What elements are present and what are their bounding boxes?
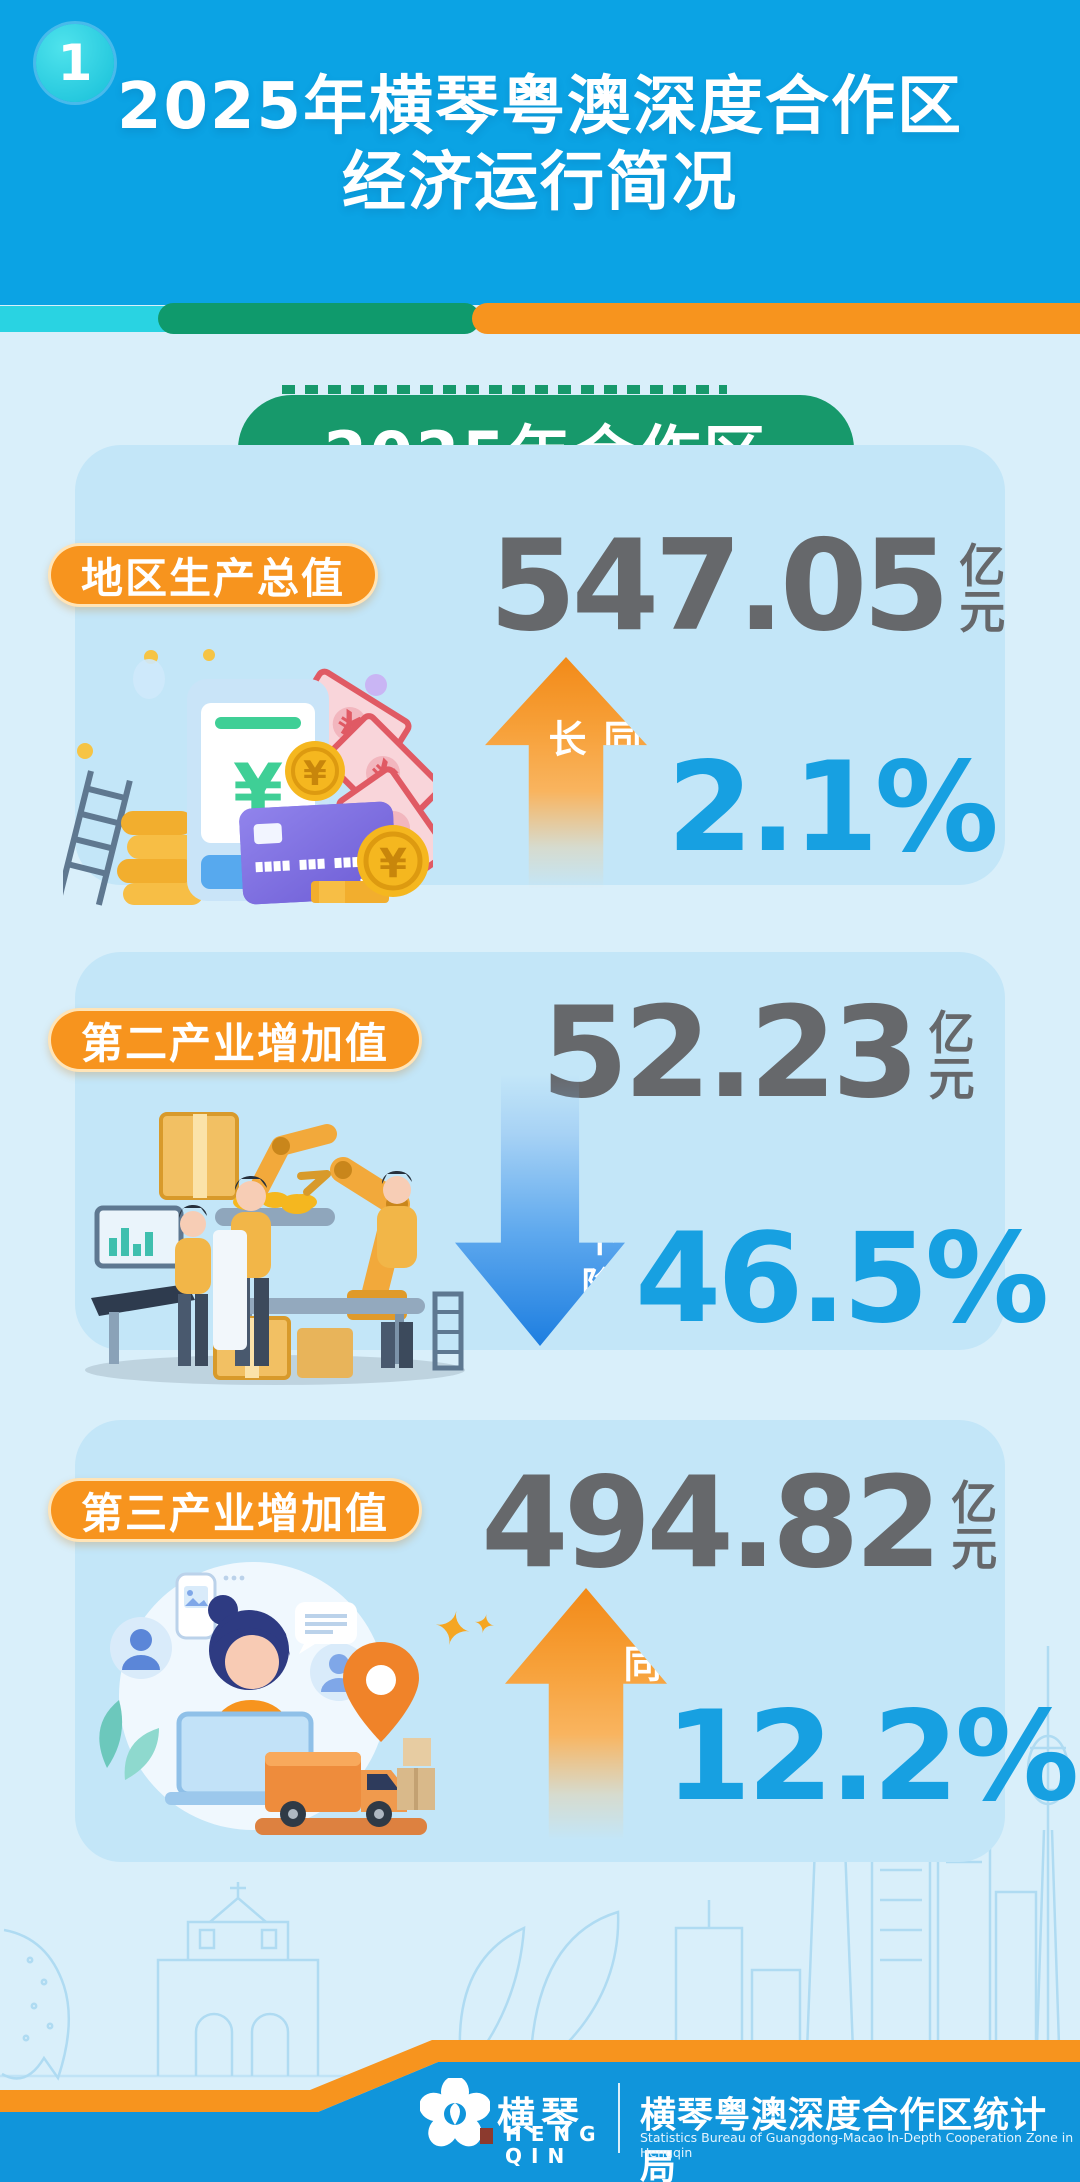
hengqin-logo-en-line2: QIN — [505, 2144, 574, 2168]
change-percent: 12.2% — [665, 1685, 1079, 1829]
hengqin-logo-cn: 横琴 — [497, 2094, 586, 2138]
macau-tower-outline — [1026, 1646, 1070, 2077]
gold-stack-icon — [117, 811, 203, 905]
footer-orange-band — [0, 2040, 1080, 2112]
page-number-badge: 1 — [36, 24, 114, 102]
indicator-label: 第二产业增加值 — [81, 1018, 390, 1068]
worker-icon — [377, 1170, 417, 1368]
change-label: 同比增长 — [617, 1644, 661, 1836]
change-percent: 2.1% — [667, 736, 999, 880]
up-arrow-icon: 同比增长 — [505, 1588, 667, 1840]
stripe-cyan — [0, 306, 178, 332]
parcel-boxes-icon — [397, 1738, 435, 1810]
industry-illustration — [85, 1112, 465, 1385]
section-card-tertiary-industry: 第三产业增加值 494.82 亿元 ✦✦ 同比增长 12.2% — [48, 1420, 1079, 1862]
hengqin-logo-en-line1: HENG — [505, 2122, 605, 2146]
svg-text:¥: ¥ — [379, 841, 407, 887]
page-title-line2: 经济运行简况 — [342, 145, 738, 220]
value-row-tertiary: 494.82 亿元 — [481, 1449, 1005, 1596]
banner-serration — [282, 385, 727, 394]
ladder-icon — [63, 770, 133, 906]
phone-frame-icon — [175, 1572, 245, 1640]
footer-blue-band — [0, 2062, 1080, 2182]
stripe-green — [158, 303, 480, 334]
stripe-orange — [472, 303, 1080, 334]
header: 1 2025年横琴粤澳深度合作区 经济运行简况 — [0, 0, 1080, 305]
indicator-unit: 亿元 — [928, 1005, 975, 1106]
finance-illustration: ¥ ¥ — [63, 649, 433, 906]
section-card-gdp: 地区生产总值 547.05 亿元 同比增长 2.1% ¥ — [48, 445, 1006, 906]
page-title-line1: 2025年横琴粤澳深度合作区 — [116, 70, 964, 144]
value-row-secondary: 52.23 亿元 — [541, 979, 1005, 1126]
footer-ribbon — [0, 2040, 1080, 2182]
bureau-name-en: Statistics Bureau of Guangdong-Macao In-… — [640, 2130, 1074, 2160]
indicator-label: 第三产业增加值 — [81, 1488, 390, 1538]
coin-icon: ¥ — [285, 741, 345, 801]
hengqin-logo-seal — [480, 2128, 493, 2144]
up-arrow-icon: 同比增长 — [485, 657, 647, 889]
page-title: 2025年横琴粤澳深度合作区 经济运行简况 — [0, 70, 1080, 221]
change-label: 同比增长 — [542, 719, 641, 863]
coin-icon-2: ¥ — [357, 825, 429, 897]
monitor-icon — [91, 1205, 195, 1364]
section-card-secondary-industry: 第二产业增加值 52.23 亿元 同比下降 46.5% — [48, 952, 1049, 1385]
change-percent: 46.5% — [635, 1207, 1049, 1351]
indicator-unit: 亿元 — [951, 1475, 998, 1576]
indicator-value: 547.05 — [489, 512, 950, 659]
indicator-badge-tertiary: 第三产业增加值 — [48, 1478, 423, 1542]
avatar-icon — [110, 1617, 172, 1679]
bureau-name-cn: 横琴粤澳深度合作区统计局 — [640, 2095, 1048, 2182]
indicator-unit: 亿元 — [959, 538, 1006, 639]
st-pauls-ruins-outline — [156, 1882, 320, 2076]
indicator-label: 地区生产总值 — [81, 553, 346, 603]
location-pin-icon — [343, 1642, 419, 1742]
svg-text:¥: ¥ — [303, 754, 327, 794]
change-label: 同比下降 — [575, 1122, 619, 1314]
worker-icon — [175, 1204, 211, 1366]
services-illustration — [99, 1562, 435, 1835]
indicator-value: 52.23 — [541, 979, 920, 1126]
indicator-value: 494.82 — [481, 1449, 942, 1596]
hengqin-logo-flower — [420, 2078, 490, 2147]
chat-bubble-icon — [295, 1602, 357, 1654]
page-number: 1 — [57, 34, 93, 92]
indicator-badge-secondary: 第二产业增加值 — [48, 1008, 423, 1072]
footer-divider — [618, 2083, 620, 2153]
delivery-truck-icon — [255, 1752, 427, 1835]
value-row-gdp: 547.05 亿元 — [489, 512, 1006, 659]
indicator-badge-gdp: 地区生产总值 — [48, 543, 379, 607]
